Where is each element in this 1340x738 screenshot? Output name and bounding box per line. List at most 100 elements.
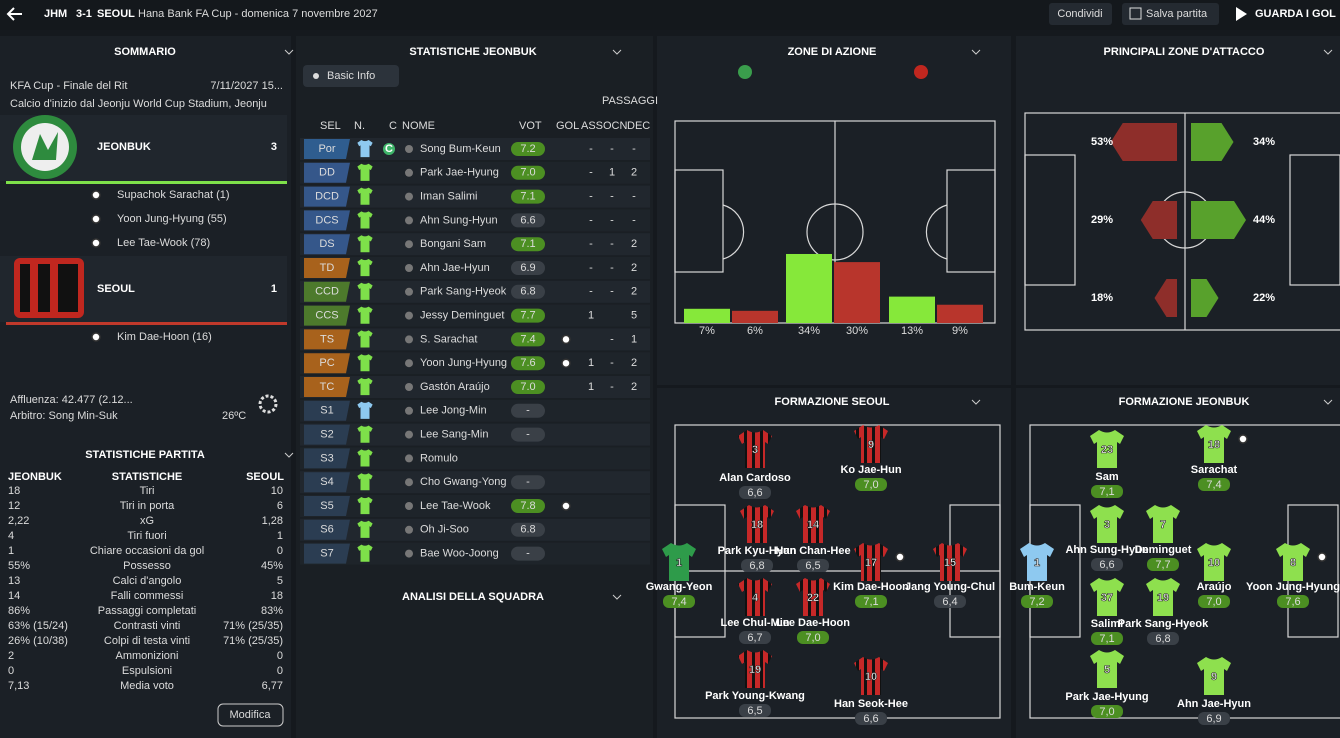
player-name[interactable]: Alan Cardoso [719, 472, 791, 484]
stat-label: Ammonizioni [116, 650, 179, 662]
view-label[interactable]: Basic Info [327, 70, 375, 82]
shirt [1197, 543, 1231, 581]
position: PC [319, 357, 334, 369]
player-name[interactable]: Oh Ji-Soo [420, 524, 469, 536]
shirt [357, 211, 373, 229]
player-name[interactable]: Bum-Keun [1009, 581, 1065, 593]
player-name[interactable]: Bae Woo-Joong [420, 548, 499, 560]
view-dropdown[interactable] [303, 65, 399, 87]
rating: 7,0 [863, 479, 878, 491]
rating: - [526, 405, 530, 417]
section-title: FORMAZIONE SEOUL [775, 396, 890, 408]
player-name[interactable]: Ahn Sung-Hyun [420, 214, 498, 226]
position-badge [304, 186, 350, 207]
rating: 6,4 [942, 596, 957, 608]
player-name[interactable]: Han Seok-Hee [834, 698, 908, 710]
rating-pill [934, 595, 966, 608]
rating: 7,1 [1099, 633, 1114, 645]
player-name[interactable]: Lee Sang-Min [420, 429, 489, 441]
button-label[interactable]: Salva partita [1146, 8, 1208, 20]
person-icon [405, 525, 413, 534]
rating-pill [739, 631, 771, 644]
player-name[interactable]: Ahn Jae-Hyun [1177, 698, 1251, 710]
attack-arrow [1191, 279, 1219, 317]
player-name[interactable]: Jessy Deminguet [420, 310, 504, 322]
zone-label: 34% [798, 325, 820, 337]
back-button[interactable] [6, 7, 22, 21]
player-name[interactable]: Deminguet [1135, 544, 1192, 556]
player-name[interactable]: Ahn Jae-Hyun [420, 262, 490, 274]
collapse-icon[interactable] [971, 49, 981, 55]
player-name[interactable]: Bongani Sam [420, 238, 486, 250]
player-name[interactable]: Kim Dae-Hoon [833, 581, 909, 593]
share-button[interactable] [1049, 3, 1112, 25]
button-label[interactable]: Condividi [1057, 8, 1102, 20]
player-name[interactable]: Park Sang-Hyeok [420, 286, 507, 298]
player-name[interactable]: S. Sarachat [420, 333, 477, 345]
position: DS [319, 238, 334, 250]
attack-arrow [1191, 201, 1246, 239]
player-name[interactable]: Sarachat [1191, 464, 1238, 476]
player-name[interactable]: Yoon Jung-Hyung [1246, 581, 1340, 593]
player-name[interactable]: Cho Gwang-Yong [420, 476, 506, 488]
scorer: Kim Dae-Hoon (16) [117, 331, 212, 343]
player-name[interactable]: Salimi [1091, 618, 1123, 630]
row-bg [300, 328, 650, 351]
shirt [357, 259, 373, 277]
player-name[interactable]: Gastón Araújo [420, 381, 490, 393]
player-name[interactable]: Iman Salimi [420, 191, 477, 203]
player-name[interactable]: Lee Dae-Hoon [776, 617, 850, 629]
home-value: 2 [8, 650, 14, 662]
player-name[interactable]: Park Jae-Hyung [1065, 691, 1148, 703]
player-name[interactable]: Song Bum-Keun [420, 143, 501, 155]
shirt [738, 650, 772, 688]
position-badge [304, 234, 350, 255]
away-value: 5 [277, 575, 283, 587]
player-name[interactable]: Park Sang-Hyeok [1118, 618, 1209, 630]
row-bg [300, 161, 650, 184]
collapse-icon[interactable] [1323, 399, 1333, 405]
play-icon[interactable] [1236, 7, 1247, 21]
position: TS [320, 333, 334, 345]
person-icon [405, 406, 413, 415]
collapse-icon[interactable] [612, 594, 622, 600]
collapse-icon[interactable] [284, 49, 294, 55]
rating: 7.1 [520, 191, 535, 203]
player-name[interactable]: Araújo [1197, 581, 1232, 593]
player-name[interactable]: Ahn Sung-Hyun [1065, 544, 1148, 556]
player-name[interactable]: Gwang-Yeon [646, 581, 713, 593]
zone-label: 44% [1253, 214, 1275, 226]
player-name[interactable]: Sam [1095, 471, 1118, 483]
collapse-icon[interactable] [971, 399, 981, 405]
player-name[interactable]: Yoon Jung-Hyung [420, 357, 507, 369]
home-value: 86% [8, 605, 30, 617]
player-name[interactable]: Ko Jae-Hun [840, 464, 901, 476]
rating: 7.8 [520, 500, 535, 512]
rating: 7.0 [520, 167, 535, 179]
rating-pill [855, 712, 887, 725]
shirt [1146, 578, 1180, 616]
edit-button[interactable] [217, 703, 284, 727]
rating-pill [1091, 632, 1123, 645]
player-name[interactable]: Jang Young-Chul [905, 581, 995, 593]
collapse-icon[interactable] [1323, 49, 1333, 55]
rating: 6.9 [520, 262, 535, 274]
save-button[interactable] [1122, 3, 1219, 25]
stat-ass: - [589, 214, 593, 226]
collapse-icon[interactable] [284, 452, 294, 458]
player-name[interactable]: Han Chan-Hee [775, 545, 850, 557]
player-name[interactable]: Lee Tae-Wook [420, 500, 491, 512]
player-name[interactable]: Romulo [420, 452, 458, 464]
goal-icon [91, 238, 101, 248]
attack-panel [1016, 36, 1340, 385]
collapse-icon[interactable] [612, 49, 622, 55]
player-name[interactable]: Park Young-Kwang [705, 690, 805, 702]
stat-dec: 2 [631, 238, 637, 250]
rating-pill [511, 356, 545, 371]
player-name[interactable]: Lee Jong-Min [420, 405, 487, 417]
button-label[interactable]: GUARDA I GOL [1255, 8, 1336, 20]
player-name[interactable]: Park Jae-Hyung [420, 167, 499, 179]
player-name[interactable]: Park Kyu-Hyun [718, 545, 797, 557]
button-label[interactable]: Modifica [230, 709, 272, 721]
player-name[interactable]: Lee Chul-Min [720, 617, 789, 629]
